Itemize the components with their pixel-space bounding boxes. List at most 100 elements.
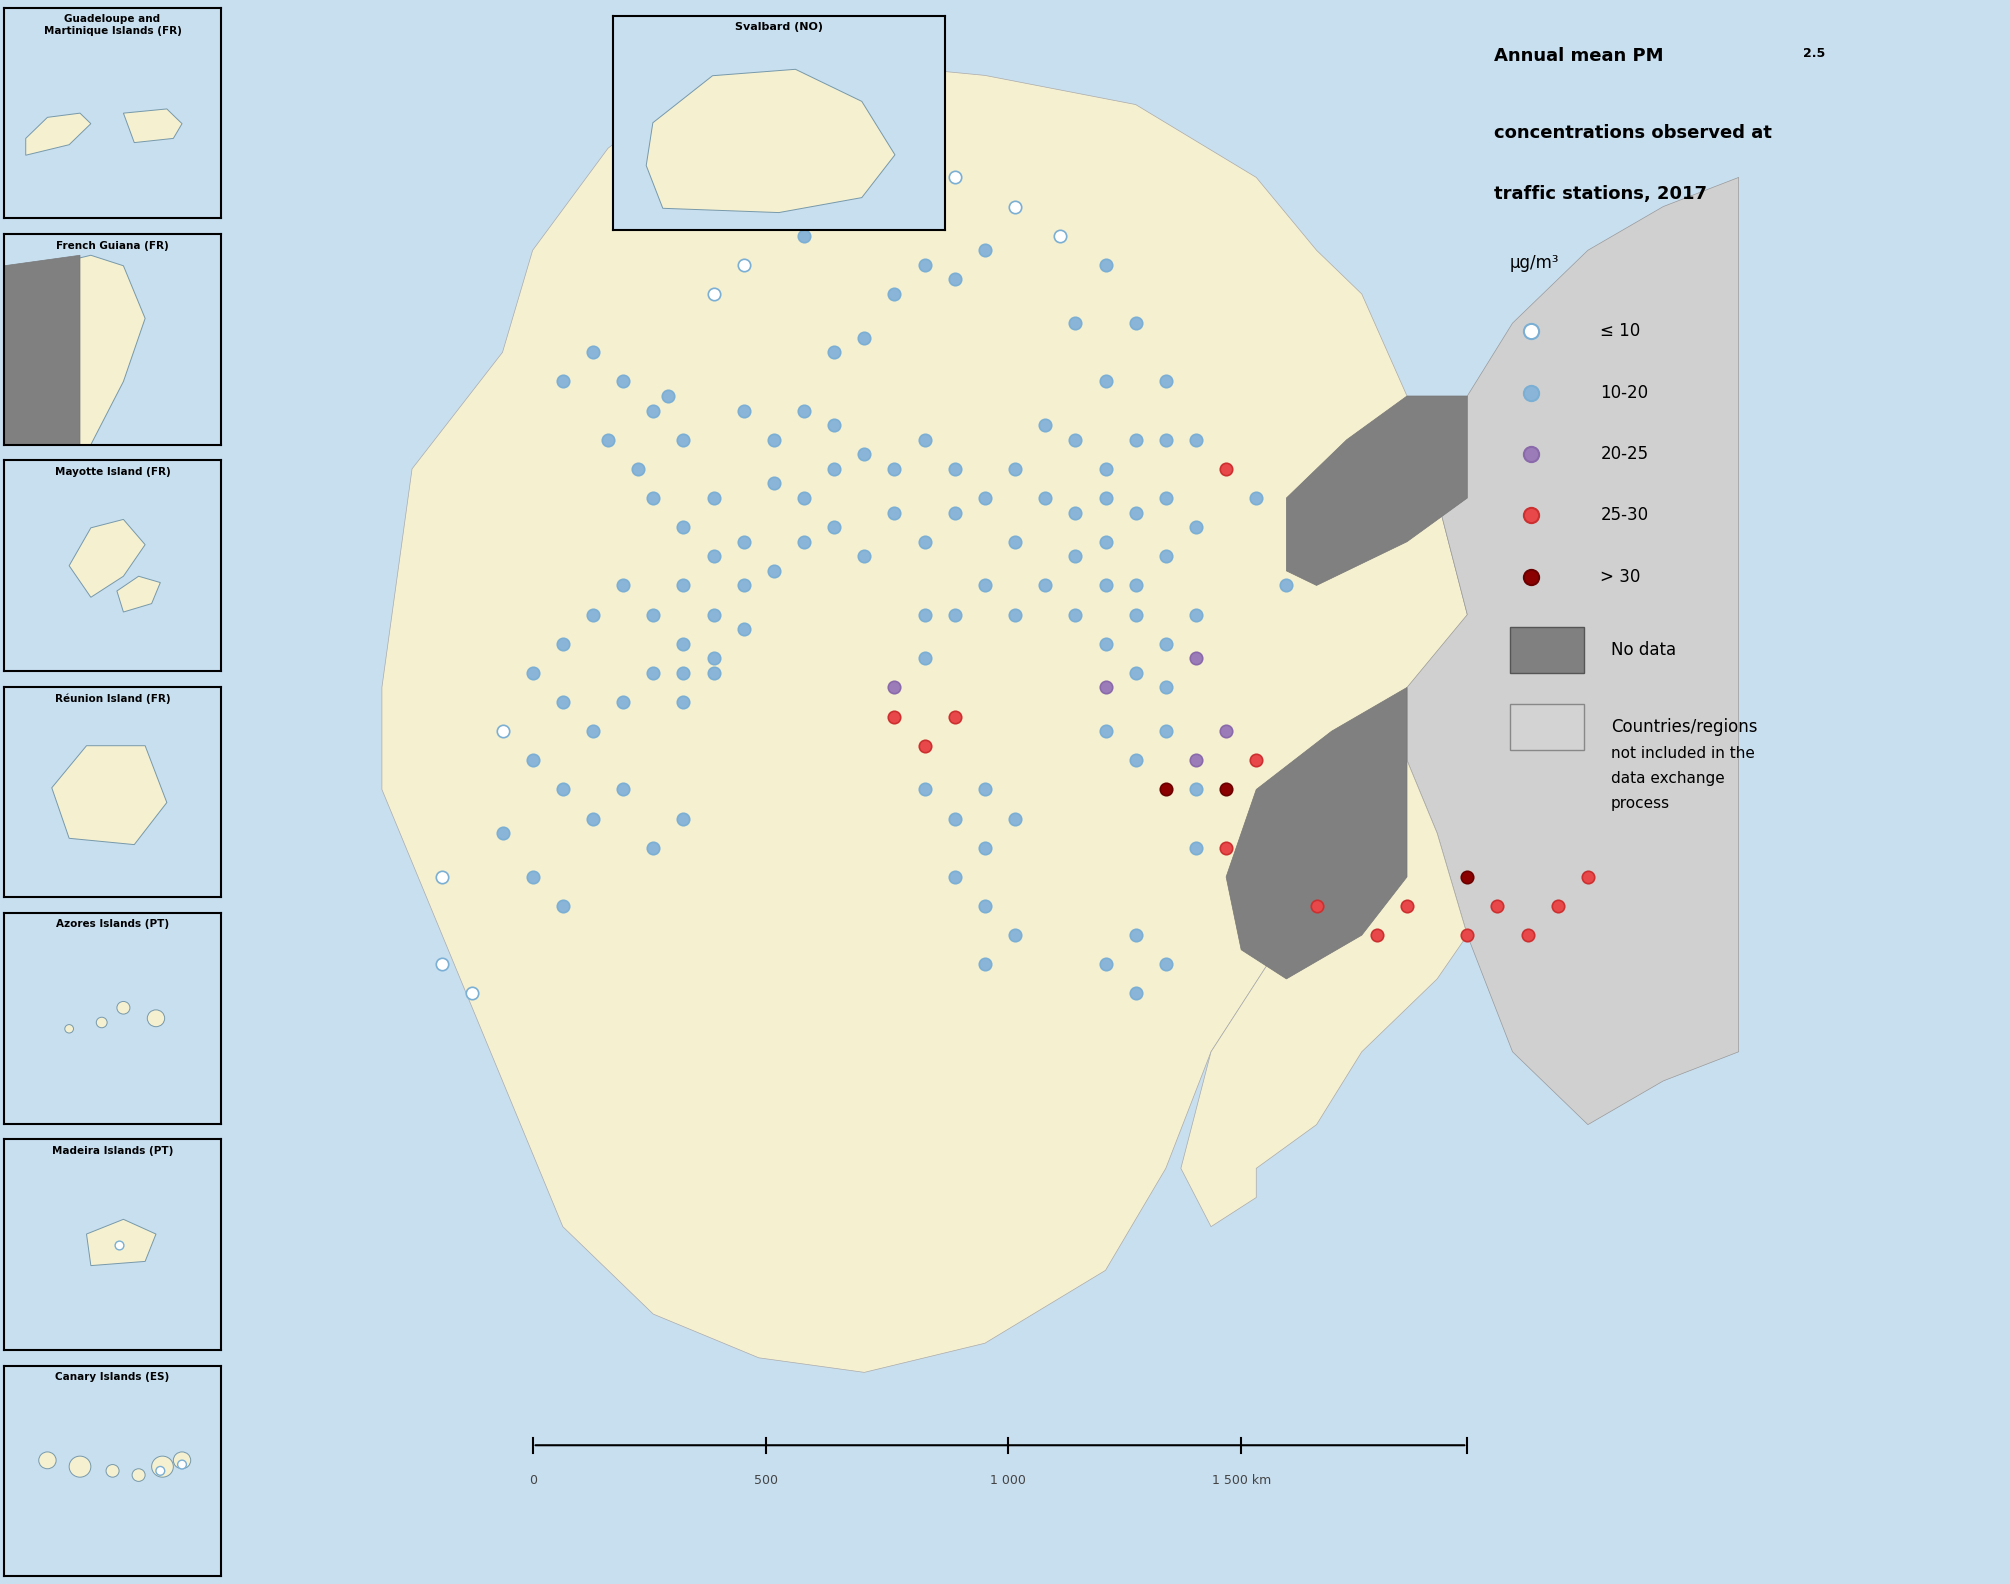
Circle shape: [64, 1025, 74, 1033]
Point: [1512, 922, 1544, 947]
Point: [969, 573, 1001, 599]
Point: [651, 383, 683, 409]
Text: concentrations observed at: concentrations observed at: [1493, 124, 1771, 141]
Point: [1240, 748, 1272, 773]
Point: [796, 106, 828, 131]
Point: [1210, 835, 1242, 860]
Polygon shape: [382, 60, 1467, 1372]
Text: 1 000: 1 000: [989, 1475, 1025, 1487]
Point: [728, 529, 760, 554]
Point: [892, 106, 925, 131]
Point: [969, 893, 1001, 919]
Text: 25-30: 25-30: [1600, 507, 1648, 524]
Point: [1029, 485, 1061, 510]
Point: [1150, 543, 1182, 569]
Point: [547, 369, 579, 394]
Bar: [1510, 703, 1584, 749]
Text: > 30: > 30: [1600, 569, 1640, 586]
Point: [1210, 719, 1242, 744]
Point: [878, 282, 911, 307]
Text: traffic stations, 2017: traffic stations, 2017: [1493, 185, 1706, 203]
Point: [1150, 369, 1182, 394]
Point: [1516, 380, 1548, 406]
Point: [1516, 502, 1548, 527]
Point: [1120, 748, 1152, 773]
Text: Countries/regions: Countries/regions: [1612, 718, 1757, 735]
Point: [1120, 573, 1152, 599]
Point: [818, 339, 850, 364]
Polygon shape: [26, 112, 90, 155]
Point: [1180, 602, 1212, 627]
Point: [697, 602, 730, 627]
Point: [939, 456, 971, 482]
Point: [1210, 776, 1242, 802]
Point: [547, 630, 579, 656]
Point: [999, 602, 1031, 627]
Point: [1150, 428, 1182, 453]
Point: [1542, 893, 1574, 919]
Point: [1516, 442, 1548, 467]
Text: Mayotte Island (FR): Mayotte Island (FR): [54, 467, 171, 477]
Text: 2.5: 2.5: [1803, 48, 1825, 60]
Point: [623, 456, 655, 482]
Text: French Guiana (FR): French Guiana (FR): [56, 241, 169, 250]
Point: [1180, 835, 1212, 860]
Point: [1120, 501, 1152, 526]
Point: [607, 776, 639, 802]
Point: [1089, 630, 1122, 656]
Point: [667, 515, 699, 540]
Point: [1180, 515, 1212, 540]
Point: [818, 165, 850, 190]
Circle shape: [38, 1453, 56, 1468]
Point: [939, 703, 971, 729]
Text: Annual mean PM: Annual mean PM: [1493, 48, 1664, 65]
Point: [1089, 369, 1122, 394]
Point: [637, 835, 669, 860]
Point: [667, 573, 699, 599]
Text: μg/m³: μg/m³: [1510, 253, 1560, 272]
Point: [788, 529, 820, 554]
Point: [1089, 485, 1122, 510]
Circle shape: [147, 1011, 165, 1026]
Polygon shape: [86, 1220, 157, 1266]
Point: [878, 150, 911, 176]
Point: [697, 661, 730, 686]
Point: [969, 238, 1001, 263]
Point: [577, 719, 609, 744]
Point: [607, 573, 639, 599]
Point: [939, 865, 971, 890]
Point: [1059, 602, 1091, 627]
Polygon shape: [117, 577, 161, 611]
Point: [1150, 952, 1182, 977]
Point: [848, 78, 880, 103]
Text: Madeira Islands (PT): Madeira Islands (PT): [52, 1145, 173, 1156]
Circle shape: [68, 1456, 90, 1478]
Point: [1481, 893, 1514, 919]
Point: [1089, 719, 1122, 744]
Point: [788, 223, 820, 249]
Point: [758, 193, 790, 219]
Point: [577, 339, 609, 364]
Point: [939, 165, 971, 190]
Text: Guadeloupe and
Martinique Islands (FR): Guadeloupe and Martinique Islands (FR): [44, 14, 181, 36]
Point: [878, 675, 911, 700]
Point: [517, 748, 549, 773]
Point: [1120, 310, 1152, 336]
Circle shape: [133, 1468, 145, 1481]
Text: process: process: [1612, 797, 1670, 811]
Point: [577, 602, 609, 627]
Circle shape: [107, 1465, 119, 1478]
Point: [909, 529, 941, 554]
Point: [878, 456, 911, 482]
Text: 10-20: 10-20: [1600, 383, 1648, 401]
Point: [697, 282, 730, 307]
Point: [1120, 602, 1152, 627]
Point: [969, 485, 1001, 510]
Point: [999, 806, 1031, 832]
Point: [637, 661, 669, 686]
Point: [909, 193, 941, 219]
Point: [969, 952, 1001, 977]
Point: [939, 501, 971, 526]
Point: [758, 558, 790, 583]
Polygon shape: [1226, 687, 1407, 979]
